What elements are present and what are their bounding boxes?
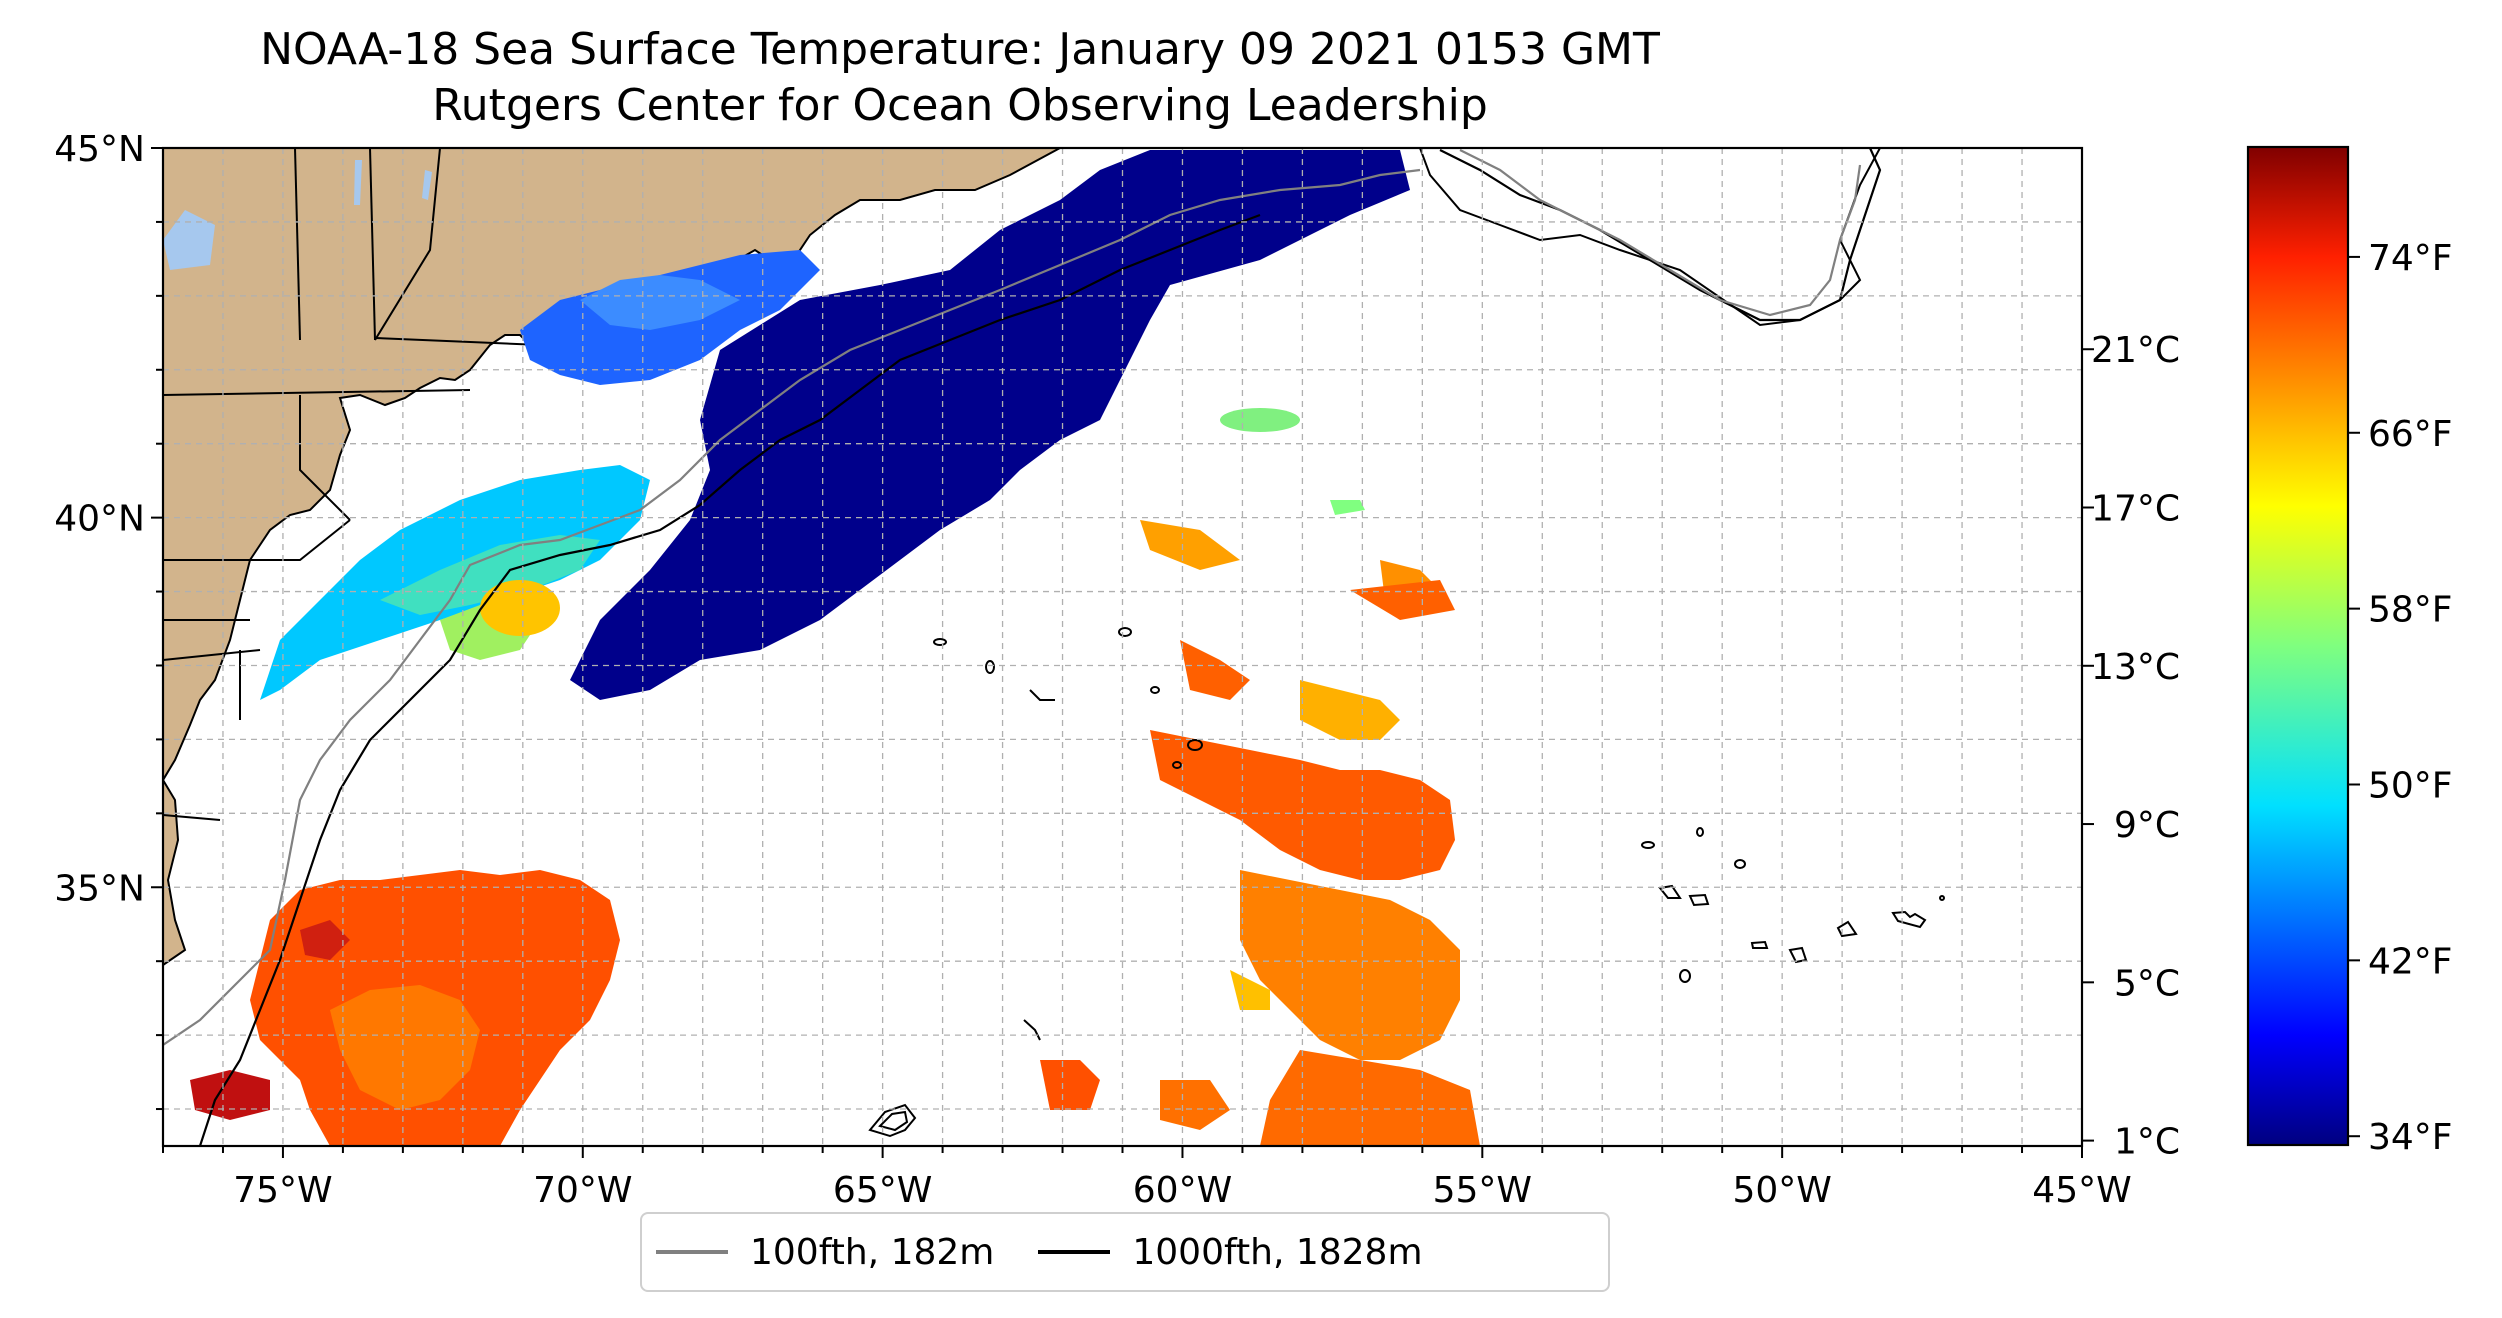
cbar-f-tick-label: 66°F bbox=[2368, 414, 2453, 455]
legend-item-100fth: 100fth, 182m bbox=[656, 1232, 994, 1273]
lake bbox=[422, 170, 432, 200]
lat-tick-label: 45°N bbox=[54, 129, 145, 170]
contour-100fth bbox=[163, 168, 1421, 1046]
land-southern-coast bbox=[163, 778, 187, 967]
cbar-f-tick-label: 74°F bbox=[2368, 238, 2453, 279]
legend-label-1000fth: 1000fth, 1828m bbox=[1132, 1231, 1423, 1273]
legend-label-100fth: 100fth, 182m bbox=[750, 1231, 995, 1273]
cbar-c-tick-label: 5°C bbox=[2114, 963, 2180, 1004]
cbar-f-tick-label: 42°F bbox=[2368, 941, 2453, 982]
lon-tick-label: 55°W bbox=[1433, 1170, 1532, 1211]
lat-tick-label: 40°N bbox=[54, 499, 145, 540]
legend-swatch-1000fth bbox=[1038, 1250, 1111, 1254]
colorbar-frame bbox=[2246, 145, 2350, 1147]
lake bbox=[354, 160, 362, 205]
lon-tick-label: 50°W bbox=[1732, 1170, 1831, 1211]
colorbar-fahrenheit-axis: 34°F 42°F 50°F 58°F 66°F 74°F bbox=[2348, 238, 2453, 1158]
lon-tick-label: 75°W bbox=[233, 1170, 332, 1211]
lon-tick-label: 70°W bbox=[533, 1170, 632, 1211]
cbar-c-tick-label: 9°C bbox=[2114, 805, 2180, 846]
cbar-f-tick-label: 58°F bbox=[2368, 590, 2453, 631]
colorbar-gradient bbox=[2248, 147, 2348, 1145]
lat-tick-label: 35°N bbox=[54, 868, 145, 909]
sst-overlay bbox=[190, 150, 1480, 1146]
lon-tick-label: 45°W bbox=[2032, 1170, 2131, 1211]
legend-swatch-100fth bbox=[656, 1250, 728, 1254]
cbar-c-tick-label: 13°C bbox=[2091, 647, 2180, 688]
latitude-axis: 45°N 40°N 35°N bbox=[54, 129, 163, 1111]
cbar-f-tick-label: 50°F bbox=[2368, 765, 2453, 806]
lake bbox=[163, 210, 215, 270]
colorbar-celsius-axis: 1°C 5°C 9°C 13°C 17°C 21°C bbox=[2082, 330, 2180, 1163]
cbar-c-tick-label: 21°C bbox=[2091, 330, 2180, 371]
cbar-c-tick-label: 1°C bbox=[2114, 1122, 2180, 1163]
lon-tick-label: 60°W bbox=[1133, 1170, 1232, 1211]
cbar-f-tick-label: 34°F bbox=[2368, 1117, 2453, 1158]
contour-1000fth-ne bbox=[1439, 148, 1882, 322]
figure-subtitle: Rutgers Center for Ocean Observing Leade… bbox=[432, 80, 1488, 131]
figure-title: NOAA-18 Sea Surface Temperature: January… bbox=[260, 24, 1660, 75]
longitude-axis: 75°W 70°W 65°W 60°W 55°W 50°W 45°W bbox=[162, 1146, 2132, 1211]
legend-item-1000fth: 1000fth, 1828m bbox=[1038, 1231, 1423, 1273]
legend: 100fth, 182m 1000fth, 1828m bbox=[640, 1212, 1610, 1292]
lon-tick-label: 65°W bbox=[833, 1170, 932, 1211]
contour-100fth-ne bbox=[1459, 149, 1862, 317]
cbar-c-tick-label: 17°C bbox=[2091, 489, 2180, 530]
seamounts bbox=[868, 627, 1945, 1138]
contour-1000fth bbox=[198, 213, 1261, 1146]
state-borders bbox=[163, 148, 541, 821]
